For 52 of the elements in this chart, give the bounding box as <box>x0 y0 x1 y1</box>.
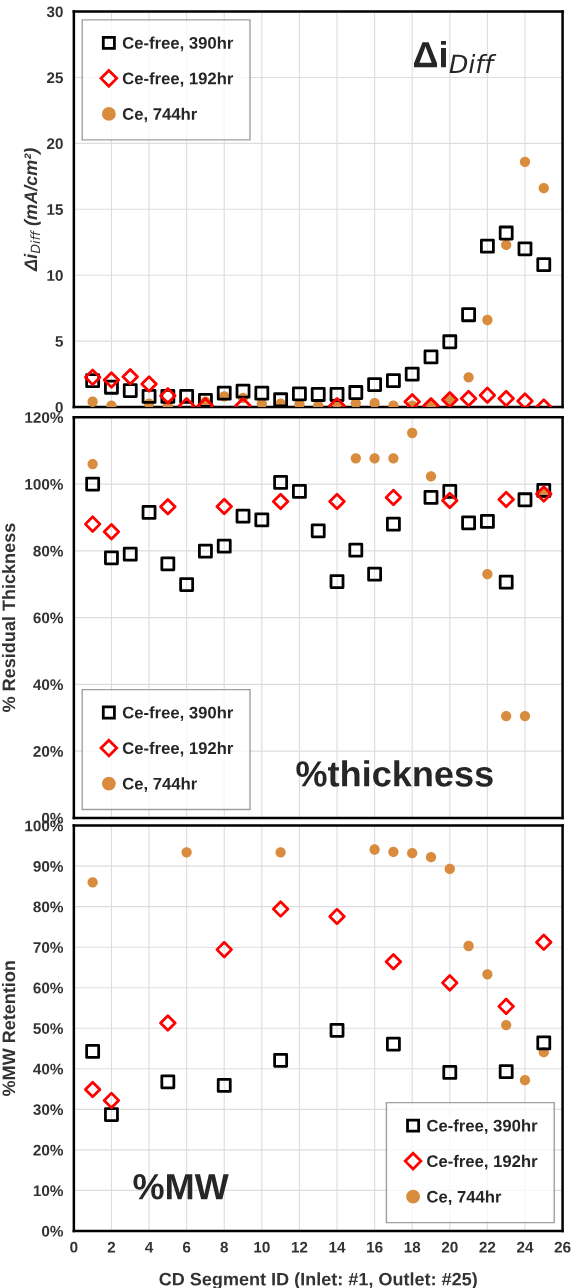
y-tick-label: 90% <box>33 861 64 872</box>
y-tick-label: 40% <box>33 679 64 691</box>
y-tick-label: 40% <box>33 1063 64 1075</box>
y-tick-label: 50% <box>33 1023 64 1034</box>
legend-label: Ce-free, 390hr <box>427 1119 538 1134</box>
legend-label: Ce, 744hr <box>122 107 197 123</box>
y-tick-label: 15 <box>47 204 64 215</box>
y-tick-label: 80% <box>33 545 64 557</box>
y-tick-label: 60% <box>33 612 64 624</box>
x-tick-label: 22 <box>479 1241 496 1253</box>
y-tick-label: 70% <box>33 942 64 953</box>
x-tick-label: 2 <box>107 1241 116 1253</box>
y-axis-title: %MW Retention <box>1 961 16 1097</box>
legend-label: Ce-free, 390hr <box>122 36 234 52</box>
legend-label: Ce-free, 390hr <box>122 706 234 721</box>
y-tick-label: 60% <box>33 982 64 994</box>
x-tick-label: 20 <box>441 1241 458 1253</box>
x-tick-label: 16 <box>367 1241 383 1253</box>
x-tick-label: 8 <box>220 1241 229 1253</box>
legend-label: Ce-free, 192hr <box>122 72 234 87</box>
x-tick-label: 12 <box>291 1241 308 1253</box>
y-tick-label: 0% <box>41 1225 64 1237</box>
y-axis-title: % Residual Thickness <box>1 523 16 712</box>
text: %thickness <box>296 760 493 787</box>
x-tick-label: 6 <box>182 1241 191 1253</box>
text: %MW <box>133 1174 229 1200</box>
y-tick-label: 0 <box>55 401 63 413</box>
y-axis-title: Δi$_{Diff}$ (mA/cm²) <box>23 148 41 272</box>
y-tick-label: 30% <box>33 1104 64 1116</box>
x-tick-label: 14 <box>329 1241 346 1253</box>
text: Δi$_{Diff}$ <box>414 41 497 74</box>
y-tick-label: 30 <box>46 6 63 18</box>
legend-label: Ce-free, 192hr <box>427 1154 538 1170</box>
legend-label: Ce, 744hr <box>427 1190 502 1206</box>
y-tick-label: 120% <box>25 412 64 423</box>
legend-label: Ce, 744hr <box>122 777 197 792</box>
y-tick-label: 80% <box>33 901 64 913</box>
y-tick-label: 25 <box>46 72 64 84</box>
y-tick-label: 100% <box>25 478 64 490</box>
x-tick-label: 4 <box>145 1241 154 1253</box>
x-tick-label: 0 <box>70 1241 78 1253</box>
y-tick-label: 20% <box>33 1144 64 1156</box>
x-tick-label: 24 <box>517 1241 534 1253</box>
y-tick-label: 5 <box>55 336 64 347</box>
legend-label: Ce-free, 192hr <box>122 741 234 757</box>
y-tick-label: 20 <box>46 138 63 150</box>
y-tick-label: 10 <box>47 270 63 281</box>
x-tick-label: 10 <box>254 1241 270 1253</box>
x-tick-label: 26 <box>554 1241 571 1253</box>
x-tick-label: 18 <box>404 1241 421 1253</box>
y-tick-label: 10% <box>33 1185 64 1197</box>
y-tick-label: 20% <box>33 745 64 757</box>
